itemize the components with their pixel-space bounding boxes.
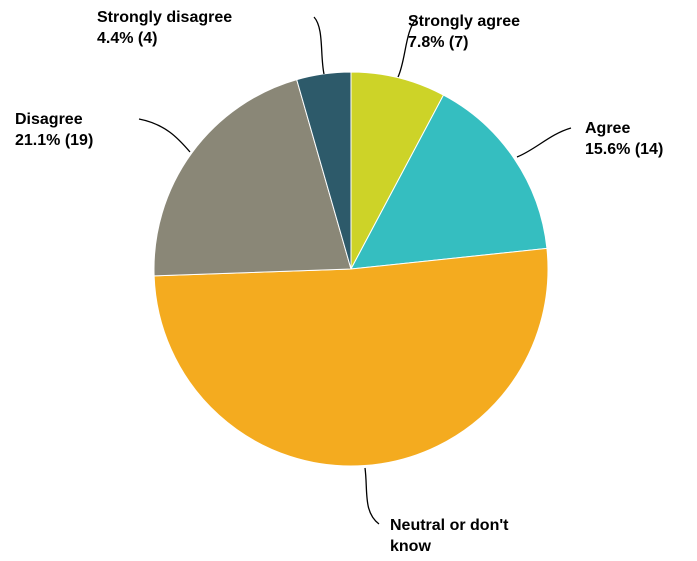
value-strongly-agree: 7.8% (7) — [408, 34, 468, 51]
value-agree: 15.6% (14) — [585, 141, 663, 158]
leader-line-disagree — [138, 118, 191, 153]
pie-slice-agree — [350, 94, 548, 270]
leader-line-strongly-agree — [397, 17, 418, 78]
label-agree: Agree — [585, 120, 630, 137]
pie-slice-neutral-or-don-t — [153, 247, 549, 467]
pie-slice-strongly-agree — [350, 71, 445, 270]
value-strongly-disagree: 4.4% (4) — [97, 30, 157, 47]
label-neutral-line2: know — [390, 538, 431, 555]
label-strongly-disagree: Strongly disagree — [97, 9, 232, 26]
leader-line-neutral — [364, 467, 380, 525]
leader-line-strongly-disagree — [313, 16, 325, 75]
leader-line-agree — [516, 127, 572, 158]
pie-slice-disagree — [153, 79, 352, 277]
label-neutral: Neutral or don't — [390, 517, 509, 534]
pie-slices — [153, 71, 549, 467]
label-disagree: Disagree — [15, 111, 83, 128]
label-strongly-agree: Strongly agree — [408, 13, 520, 30]
value-disagree: 21.1% (19) — [15, 132, 93, 149]
